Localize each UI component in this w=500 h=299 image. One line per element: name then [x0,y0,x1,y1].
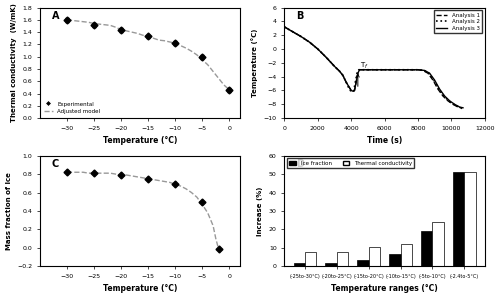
X-axis label: Time (s): Time (s) [367,136,402,145]
Text: T$_f$: T$_f$ [360,61,369,71]
Bar [400,244,411,266]
Bar [453,172,464,266]
X-axis label: Temperature (°C): Temperature (°C) [103,284,177,293]
Bar [326,263,336,266]
Text: D: D [296,159,304,169]
Bar [464,172,475,266]
Legend: Ice fraction, Thermal conductivity: Ice fraction, Thermal conductivity [287,158,414,168]
X-axis label: Temperature ranges (°C): Temperature ranges (°C) [331,284,438,293]
Y-axis label: Temperature (°C): Temperature (°C) [252,29,258,97]
Bar [422,231,432,266]
Bar [304,252,316,266]
X-axis label: Temperature (°C): Temperature (°C) [103,136,177,145]
Text: B: B [296,11,304,21]
Legend: Experimental, Adjusted model: Experimental, Adjusted model [42,100,102,115]
Bar [336,251,348,266]
Bar [368,247,380,266]
Y-axis label: Mass fraction of Ice: Mass fraction of Ice [6,172,12,250]
Bar [432,222,444,266]
Bar [294,263,304,266]
Text: C: C [52,159,59,169]
Y-axis label: Thermal conductivity  (W/mK): Thermal conductivity (W/mK) [11,3,17,122]
Bar [358,260,368,266]
Bar [390,254,400,266]
Text: A: A [52,11,60,21]
Y-axis label: Increase (%): Increase (%) [258,186,264,236]
Legend: Analysis 1, Analysis 2, Analysis 3: Analysis 1, Analysis 2, Analysis 3 [434,10,482,33]
